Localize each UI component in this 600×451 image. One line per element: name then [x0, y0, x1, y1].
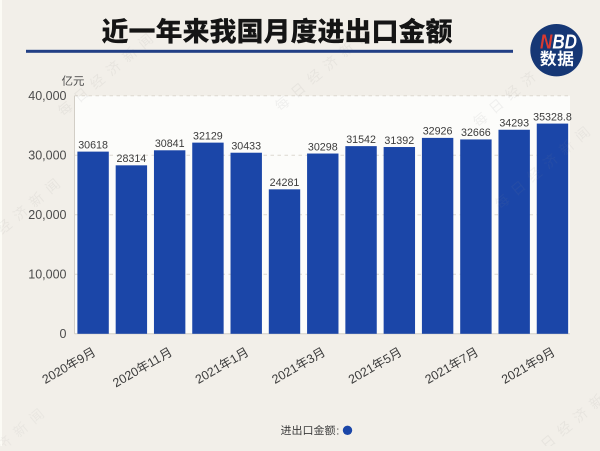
- svg-text:10,000: 10,000: [28, 268, 66, 282]
- svg-text:24281: 24281: [270, 177, 300, 189]
- svg-text:32129: 32129: [193, 130, 223, 142]
- svg-text:30298: 30298: [308, 141, 338, 153]
- svg-text:30,000: 30,000: [28, 149, 66, 163]
- svg-text:32666: 32666: [461, 127, 491, 139]
- svg-text:30433: 30433: [231, 141, 261, 153]
- svg-text:40,000: 40,000: [28, 89, 66, 103]
- svg-text::: :: [336, 425, 339, 437]
- svg-text:32926: 32926: [423, 126, 453, 138]
- svg-text:31392: 31392: [384, 135, 414, 147]
- svg-text:NBD: NBD: [540, 31, 577, 53]
- svg-text:34293: 34293: [499, 118, 529, 130]
- svg-text:30618: 30618: [78, 139, 108, 151]
- svg-text:0: 0: [60, 327, 67, 341]
- svg-text:35328.8: 35328.8: [533, 111, 572, 123]
- svg-text:30841: 30841: [155, 138, 185, 150]
- svg-text:31542: 31542: [346, 134, 376, 146]
- svg-text:11: 11: [145, 352, 163, 371]
- svg-text:20,000: 20,000: [28, 208, 66, 222]
- svg-text:28314: 28314: [117, 153, 147, 165]
